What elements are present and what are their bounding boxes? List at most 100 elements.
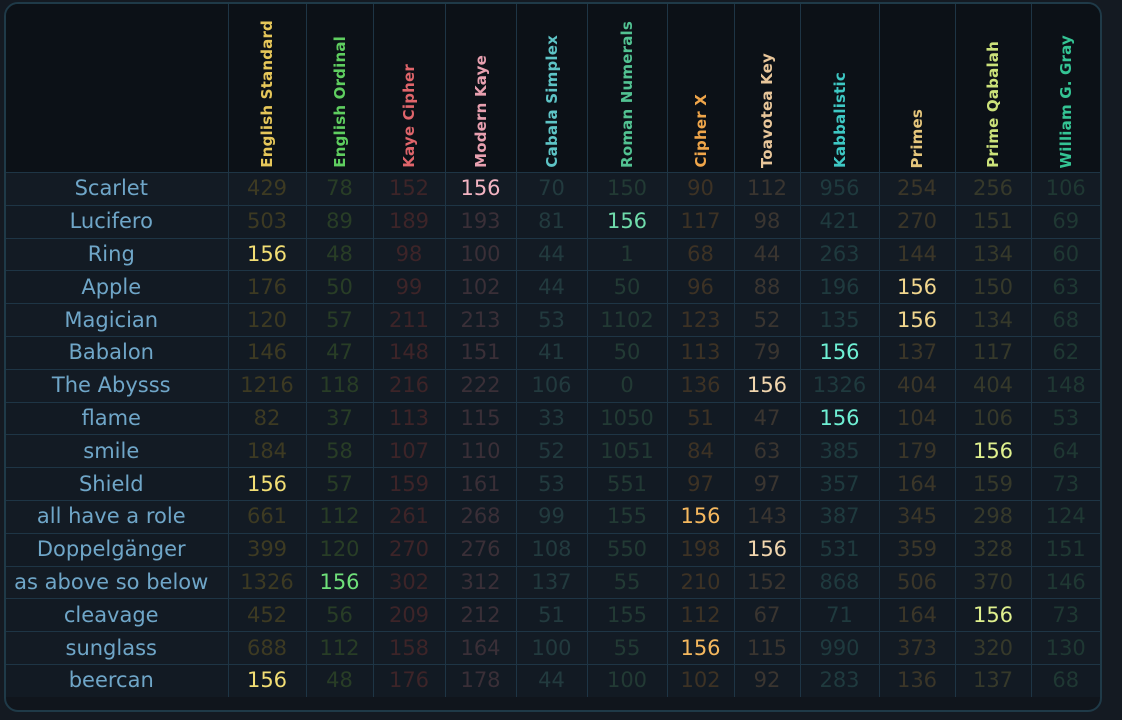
value-cell[interactable]: 506 — [878, 565, 956, 600]
value-cell-match[interactable]: 156 — [305, 565, 374, 600]
value-cell[interactable]: 328 — [954, 532, 1032, 567]
row-phrase-label[interactable]: Lucifero — [6, 204, 229, 239]
value-cell[interactable]: 254 — [878, 172, 956, 206]
value-cell[interactable]: 990 — [799, 631, 880, 665]
value-cell[interactable]: 118 — [305, 368, 374, 403]
value-cell[interactable]: 100 — [444, 237, 517, 272]
value-cell[interactable]: 276 — [444, 532, 517, 567]
value-cell[interactable]: 110 — [444, 434, 517, 469]
value-cell[interactable]: 189 — [372, 204, 446, 239]
value-cell[interactable]: 112 — [305, 499, 374, 534]
value-cell[interactable]: 63 — [733, 434, 801, 469]
value-cell[interactable]: 152 — [372, 172, 446, 206]
value-cell[interactable]: 53 — [515, 467, 588, 501]
value-cell[interactable]: 1051 — [586, 434, 668, 469]
value-cell[interactable]: 176 — [372, 663, 446, 697]
value-cell[interactable]: 112 — [733, 172, 801, 206]
value-cell[interactable]: 112 — [666, 598, 735, 633]
value-cell[interactable]: 387 — [799, 499, 880, 534]
row-phrase-label[interactable]: beercan — [6, 663, 229, 697]
value-cell[interactable]: 97 — [733, 467, 801, 501]
value-cell[interactable]: 53 — [1030, 401, 1100, 436]
value-cell-match[interactable]: 156 — [954, 598, 1032, 633]
value-cell[interactable]: 161 — [444, 467, 517, 501]
value-cell[interactable]: 1326 — [799, 368, 880, 403]
value-cell[interactable]: 90 — [666, 172, 735, 206]
cipher-header-cipher-x[interactable]: Cipher X — [666, 4, 735, 173]
value-cell[interactable]: 134 — [954, 237, 1032, 272]
row-phrase-label[interactable]: flame — [6, 401, 229, 436]
value-cell-match[interactable]: 156 — [878, 270, 956, 305]
row-phrase-label[interactable]: Apple — [6, 270, 229, 305]
value-cell[interactable]: 44 — [515, 663, 588, 697]
value-cell[interactable]: 359 — [878, 532, 956, 567]
value-cell[interactable]: 70 — [515, 172, 588, 206]
row-phrase-label[interactable]: sunglass — [6, 631, 229, 665]
value-cell[interactable]: 176 — [227, 270, 307, 305]
value-cell[interactable]: 196 — [799, 270, 880, 305]
value-cell[interactable]: 146 — [227, 335, 307, 370]
value-cell[interactable]: 164 — [444, 631, 517, 665]
value-cell[interactable]: 115 — [733, 631, 801, 665]
value-cell[interactable]: 213 — [444, 303, 517, 337]
value-cell[interactable]: 1102 — [586, 303, 668, 337]
row-phrase-label[interactable]: smile — [6, 434, 229, 469]
value-cell-match[interactable]: 156 — [666, 499, 735, 534]
value-cell[interactable]: 53 — [515, 303, 588, 337]
value-cell[interactable]: 550 — [586, 532, 668, 567]
value-cell-match[interactable]: 156 — [799, 401, 880, 436]
value-cell[interactable]: 130 — [1030, 631, 1100, 665]
value-cell[interactable]: 106 — [515, 368, 588, 403]
value-cell[interactable]: 97 — [666, 467, 735, 501]
value-cell[interactable]: 1050 — [586, 401, 668, 436]
value-cell[interactable]: 151 — [1030, 532, 1100, 567]
value-cell[interactable]: 106 — [954, 401, 1032, 436]
value-cell[interactable]: 164 — [878, 598, 956, 633]
value-cell[interactable]: 117 — [666, 204, 735, 239]
value-cell[interactable]: 268 — [444, 499, 517, 534]
value-cell[interactable]: 302 — [372, 565, 446, 600]
value-cell[interactable]: 124 — [1030, 499, 1100, 534]
value-cell[interactable]: 68 — [1030, 663, 1100, 697]
value-cell[interactable]: 152 — [733, 565, 801, 600]
value-cell[interactable]: 120 — [305, 532, 374, 567]
value-cell[interactable]: 531 — [799, 532, 880, 567]
cipher-header-english-ordinal[interactable]: English Ordinal — [305, 4, 374, 173]
value-cell[interactable]: 178 — [444, 663, 517, 697]
value-cell[interactable]: 159 — [372, 467, 446, 501]
value-cell[interactable]: 211 — [372, 303, 446, 337]
value-cell[interactable]: 155 — [586, 499, 668, 534]
cipher-header-primes[interactable]: Primes — [878, 4, 956, 173]
value-cell[interactable]: 0 — [586, 368, 668, 403]
value-cell[interactable]: 270 — [372, 532, 446, 567]
value-cell[interactable]: 209 — [372, 598, 446, 633]
cipher-header-prime-qabalah[interactable]: Prime Qabalah — [954, 4, 1032, 173]
value-cell[interactable]: 44 — [515, 237, 588, 272]
value-cell[interactable]: 41 — [515, 335, 588, 370]
value-cell[interactable]: 222 — [444, 368, 517, 403]
value-cell[interactable]: 137 — [878, 335, 956, 370]
value-cell[interactable]: 270 — [878, 204, 956, 239]
value-cell[interactable]: 55 — [586, 565, 668, 600]
value-cell[interactable]: 117 — [954, 335, 1032, 370]
value-cell[interactable]: 144 — [878, 237, 956, 272]
value-cell[interactable]: 956 — [799, 172, 880, 206]
row-phrase-label[interactable]: cleavage — [6, 598, 229, 633]
value-cell[interactable]: 69 — [1030, 204, 1100, 239]
value-cell[interactable]: 71 — [799, 598, 880, 633]
value-cell-match[interactable]: 156 — [954, 434, 1032, 469]
value-cell[interactable]: 68 — [1030, 303, 1100, 337]
value-cell[interactable]: 373 — [878, 631, 956, 665]
value-cell[interactable]: 212 — [444, 598, 517, 633]
value-cell[interactable]: 198 — [666, 532, 735, 567]
value-cell[interactable]: 100 — [515, 631, 588, 665]
cipher-header-roman-numerals[interactable]: Roman Numerals — [586, 4, 668, 173]
value-cell[interactable]: 89 — [305, 204, 374, 239]
value-cell[interactable]: 108 — [515, 532, 588, 567]
value-cell[interactable]: 115 — [444, 401, 517, 436]
value-cell[interactable]: 148 — [372, 335, 446, 370]
value-cell[interactable]: 136 — [878, 663, 956, 697]
value-cell[interactable]: 1216 — [227, 368, 307, 403]
value-cell[interactable]: 63 — [1030, 270, 1100, 305]
value-cell[interactable]: 421 — [799, 204, 880, 239]
